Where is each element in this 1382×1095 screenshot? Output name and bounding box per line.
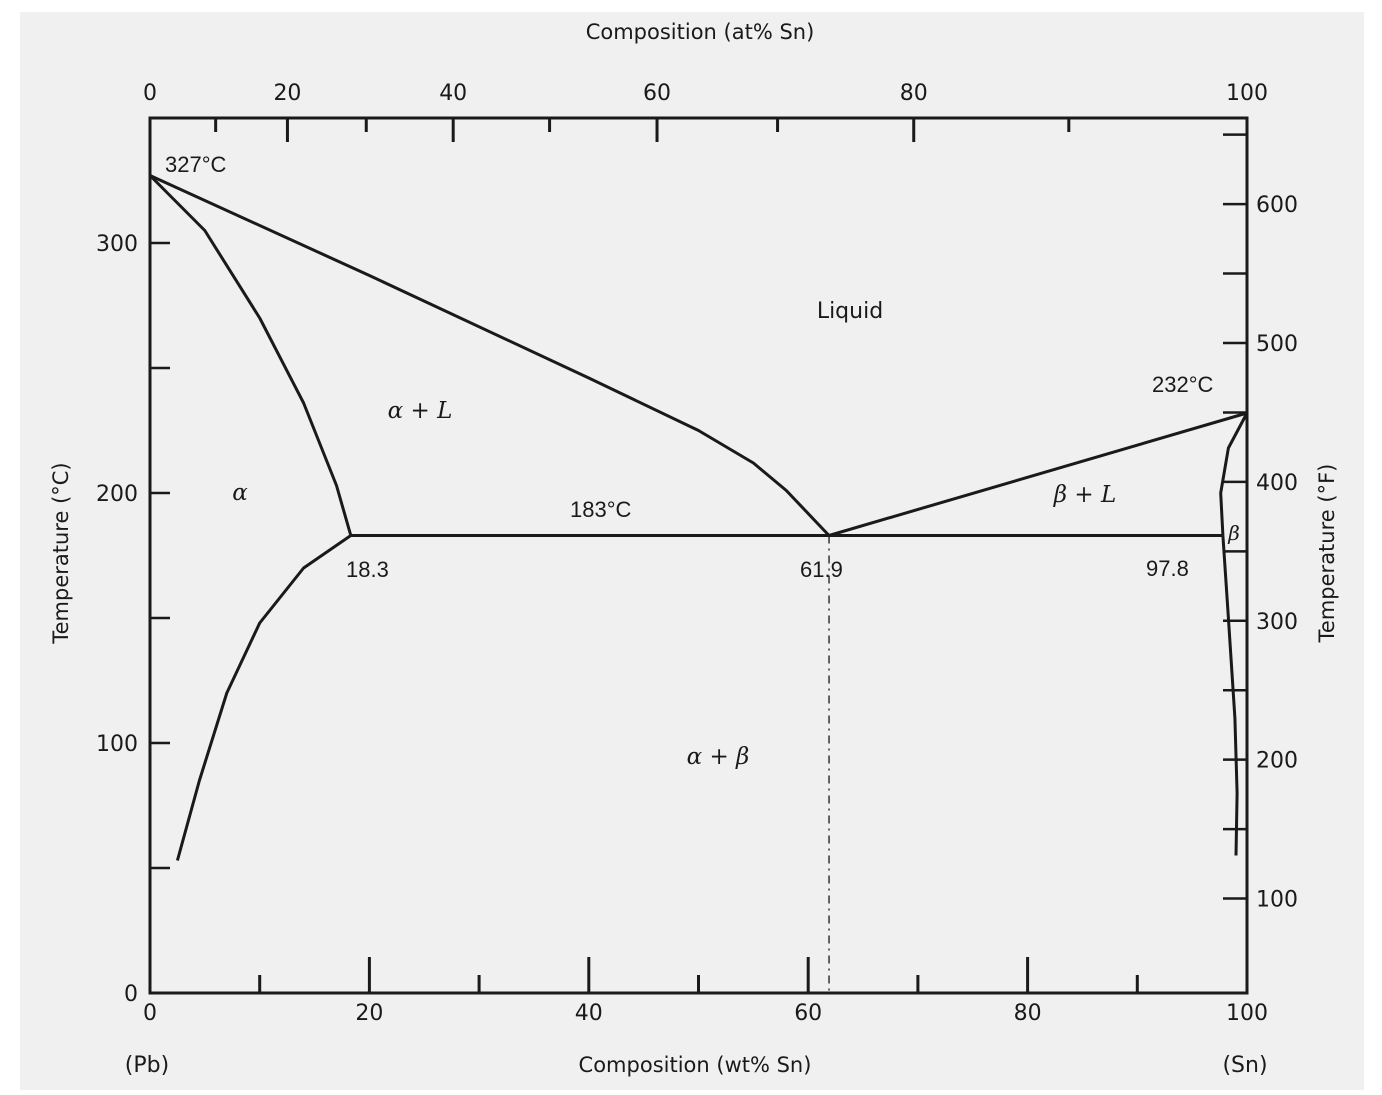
phase-boundary-liquidus-right xyxy=(828,411,1248,537)
bottom-tick-label: 0 xyxy=(143,1001,157,1026)
annotation-pb-melting: 327°C xyxy=(165,152,227,177)
phase-boundary-liquidus-left xyxy=(149,174,831,537)
annotation-eutectic-comp: 61.9 xyxy=(800,557,843,582)
bottom-tick-label: 100 xyxy=(1226,1001,1268,1026)
left-tick-label: 0 xyxy=(124,982,138,1007)
phase-boundary-solidus-beta xyxy=(1219,412,1249,536)
right-tick-label: 100 xyxy=(1256,888,1298,913)
region-beta-liquid: β + L xyxy=(1053,482,1116,508)
region-alpha-beta: α + β xyxy=(687,744,750,770)
phase-boundary-solvus-alpha xyxy=(175,534,352,861)
top-tick-label: 20 xyxy=(273,81,301,106)
right-tick-label: 500 xyxy=(1256,332,1298,357)
bottom-tick-label: 60 xyxy=(794,1001,822,1026)
annotation-beta-solubility: 97.8 xyxy=(1146,556,1189,581)
sn-endpoint-label: (Sn) xyxy=(1222,1053,1267,1078)
right-tick-label: 600 xyxy=(1256,193,1298,218)
annotation-eutectic-temp: 183°C xyxy=(570,497,632,522)
region-alpha: α xyxy=(232,480,248,506)
top-tick-label: 40 xyxy=(439,81,467,106)
right-tick-label: 200 xyxy=(1256,749,1298,774)
region-alpha-liquid: α + L xyxy=(388,398,453,424)
region-liquid: Liquid xyxy=(817,299,883,324)
top-axis-title: Composition (at% Sn) xyxy=(586,20,815,44)
annotation-alpha-solubility: 18.3 xyxy=(346,557,389,582)
bottom-tick-label: 40 xyxy=(575,1001,603,1026)
phase-boundary-solidus-alpha xyxy=(148,174,353,536)
bottom-tick-label: 20 xyxy=(355,1001,383,1026)
top-tick-label: 80 xyxy=(900,81,928,106)
left-axis-title: Temperature (°C) xyxy=(49,462,73,644)
region-beta: β xyxy=(1227,521,1240,545)
top-tick-label: 0 xyxy=(143,81,157,106)
phase-boundary-solvus-beta xyxy=(1221,535,1239,856)
top-tick-label: 60 xyxy=(643,81,671,106)
bottom-tick-label: 80 xyxy=(1014,1001,1042,1026)
pb-endpoint-label: (Pb) xyxy=(125,1053,169,1078)
right-tick-label: 400 xyxy=(1256,471,1298,496)
left-tick-label: 300 xyxy=(96,232,138,257)
chart-sheet xyxy=(20,12,1364,1090)
left-tick-label: 200 xyxy=(96,482,138,507)
left-tick-label: 100 xyxy=(96,732,138,757)
top-tick-label: 100 xyxy=(1226,81,1268,106)
right-tick-label: 300 xyxy=(1256,610,1298,635)
annotation-sn-melting: 232°C xyxy=(1152,372,1214,397)
bottom-axis-title: Composition (wt% Sn) xyxy=(579,1053,812,1077)
right-axis-title: Temperature (°F) xyxy=(1315,464,1339,644)
